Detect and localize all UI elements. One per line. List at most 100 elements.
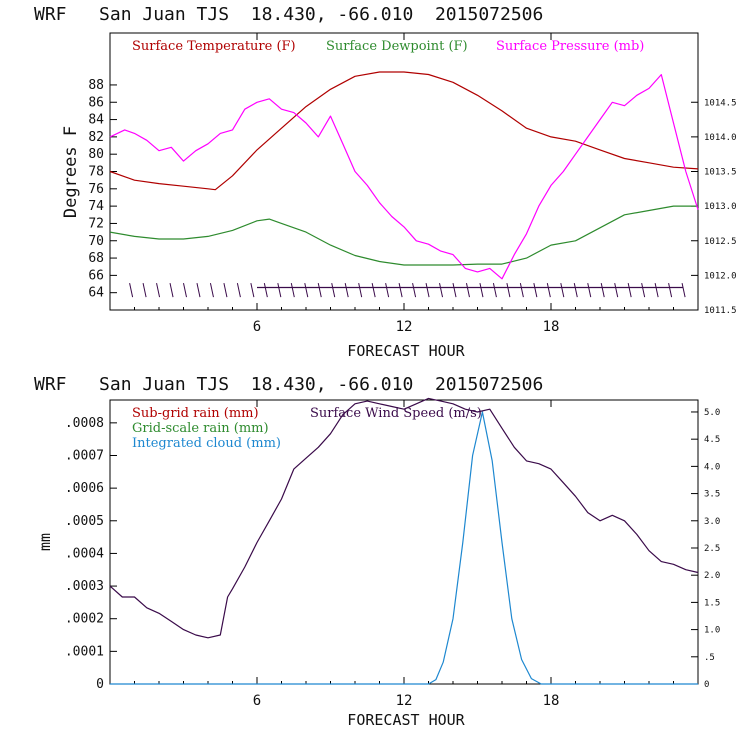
x-tick-label: 18 xyxy=(543,319,560,335)
wind-barb xyxy=(560,282,565,298)
y-tick-label: 86 xyxy=(88,95,104,110)
wind-barb xyxy=(385,282,390,298)
legend-dewpoint: Surface Dewpoint (F) xyxy=(326,39,468,54)
wind-barb xyxy=(317,282,322,298)
x-axis-label: FORECAST HOUR xyxy=(347,711,465,729)
wind-barb xyxy=(587,282,592,298)
y2-tick-label: 0 xyxy=(704,680,709,690)
wind-barb xyxy=(492,282,497,298)
wind-barb xyxy=(398,282,403,298)
y2-tick-label: 1014.0 xyxy=(704,133,737,143)
x-tick-label: 6 xyxy=(253,319,261,335)
wind-barb xyxy=(371,282,376,298)
wind-barb xyxy=(223,282,228,298)
y2-tick-label: 1012.0 xyxy=(704,271,737,281)
legend-subgrid-rain: Sub-grid rain (mm) xyxy=(132,406,259,421)
x-tick-label: 12 xyxy=(396,319,413,335)
legend-wind-speed: Surface Wind Speed (m/s) xyxy=(310,406,482,421)
y-tick-label: 72 xyxy=(88,216,104,231)
y-tick-label: .0007 xyxy=(65,448,104,463)
wind-barb xyxy=(263,282,268,298)
wind-barb xyxy=(277,282,282,298)
wind-barb xyxy=(641,282,646,298)
wind-barb xyxy=(196,282,201,298)
wind-barb xyxy=(519,282,524,298)
y-tick-label: .0003 xyxy=(65,579,104,594)
y2-tick-label: 1012.5 xyxy=(704,237,737,247)
wind-barb xyxy=(183,282,187,298)
series-line-2 xyxy=(109,73,699,280)
y-tick-label: 78 xyxy=(88,165,104,180)
rain-wind-chart: WRF San Juan TJS 18.430, -66.010 2015072… xyxy=(34,374,720,729)
x-tick-label: 6 xyxy=(253,693,261,709)
y2-tick-label: 3.5 xyxy=(704,490,720,500)
y-tick-label: 88 xyxy=(88,78,104,93)
series-lines xyxy=(109,397,699,685)
y2-tick-label: 1011.5 xyxy=(704,306,737,316)
wind-barbs xyxy=(129,282,686,298)
y2-tick-label: 1.0 xyxy=(704,626,720,636)
wind-barb xyxy=(169,282,174,298)
plot-frame xyxy=(109,32,699,311)
wind-barb xyxy=(412,282,417,298)
y2-tick-label: 4.0 xyxy=(704,462,720,472)
y-tick-label: .0002 xyxy=(65,612,104,627)
wind-barb xyxy=(358,282,363,298)
y2-tick-label: 3.0 xyxy=(704,517,720,527)
y-axis-label: Degrees F xyxy=(61,126,81,218)
wind-barb xyxy=(209,282,214,298)
wind-barb xyxy=(668,282,673,298)
x-axis-label: FORECAST HOUR xyxy=(347,342,465,360)
wind-barb xyxy=(533,282,538,298)
y2-tick-label: 2.0 xyxy=(704,571,720,581)
y-tick-label: .0006 xyxy=(65,481,104,496)
wind-barb xyxy=(331,282,336,298)
y-tick-label: .0005 xyxy=(65,514,104,529)
wind-barb xyxy=(506,282,511,298)
y-tick-label: 68 xyxy=(88,251,104,266)
legend-integrated-cloud: Integrated cloud (mm) xyxy=(132,436,281,451)
wind-barb xyxy=(573,282,578,298)
chart-title: WRF San Juan TJS 18.430, -66.010 2015072… xyxy=(34,4,543,25)
wind-barb xyxy=(681,282,686,298)
wind-barb xyxy=(600,282,605,298)
temperature-pressure-chart: WRF San Juan TJS 18.430, -66.010 2015072… xyxy=(34,4,737,360)
y-tick-label: 80 xyxy=(88,147,104,162)
y-tick-label: .0004 xyxy=(65,546,104,561)
y2-tick-label: 2.5 xyxy=(704,544,720,554)
y2-tick-label: .5 xyxy=(704,653,715,663)
wind-barb xyxy=(452,282,457,298)
x-tick-label: 12 xyxy=(396,693,413,709)
y-tick-label: .0001 xyxy=(65,644,104,659)
y2-tick-label: 5.0 xyxy=(704,408,720,418)
wind-barb xyxy=(290,282,295,298)
axis-ticks: 6 12 18 64 66 68 70 72 74 76 78 80 82 84 86 88 1011.5 101… xyxy=(88,33,737,335)
y-tick-label: 64 xyxy=(88,286,104,301)
wind-barb xyxy=(614,282,619,298)
wind-barb xyxy=(479,282,484,298)
y-tick-label: 70 xyxy=(88,234,104,249)
wind-barb xyxy=(546,282,551,298)
axis-ticks: 6 12 18 0 .0001 .0002 .0003 .0004 .0005 .0006 .000… xyxy=(65,400,720,709)
y2-tick-label: 1.5 xyxy=(704,598,720,608)
y2-tick-label: 4.5 xyxy=(704,435,720,445)
y-tick-label: 82 xyxy=(88,130,104,145)
y-axis-label: mm xyxy=(36,533,54,551)
wind-barb xyxy=(129,282,134,298)
wind-barb xyxy=(627,282,632,298)
y-tick-label: 74 xyxy=(88,199,104,214)
series-line-0 xyxy=(109,71,699,191)
wind-barb xyxy=(142,282,147,298)
y-tick-label: 76 xyxy=(88,182,104,197)
series-line-2 xyxy=(110,411,698,685)
wind-barb xyxy=(465,282,470,298)
wind-barb xyxy=(236,282,241,298)
legend-temperature: Surface Temperature (F) xyxy=(132,39,296,54)
legend-gridscale-rain: Grid-scale rain (mm) xyxy=(132,421,269,436)
y-tick-label: 0 xyxy=(96,677,104,692)
chart-title: WRF San Juan TJS 18.430, -66.010 2015072… xyxy=(34,374,543,395)
series-line-3 xyxy=(109,397,699,639)
y2-tick-label: 1013.5 xyxy=(704,168,737,178)
legend-pressure: Surface Pressure (mb) xyxy=(496,39,644,54)
